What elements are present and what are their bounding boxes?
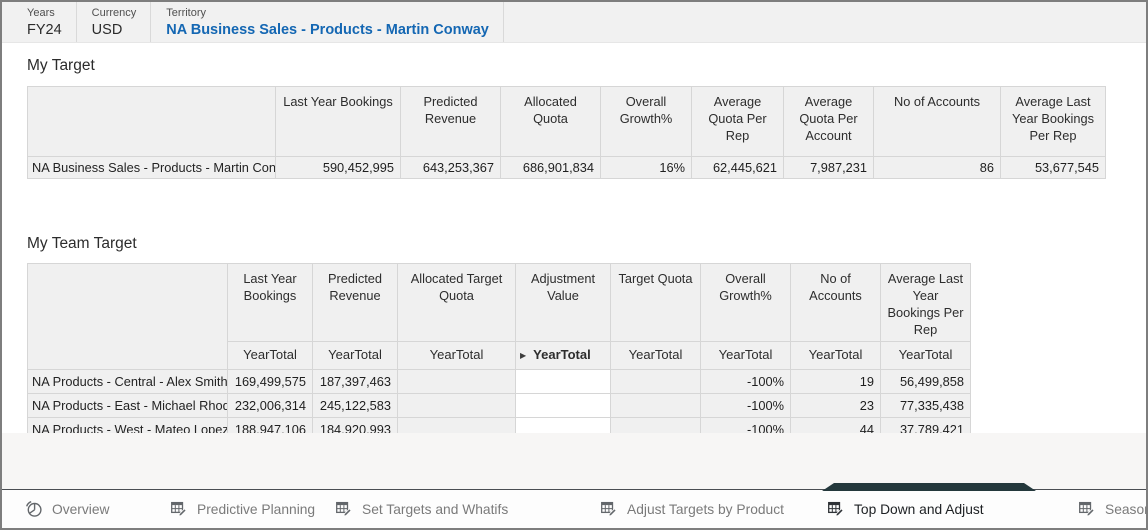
- pov-territory-label: Territory: [166, 6, 207, 19]
- column-header: Overall Growth%: [700, 263, 791, 342]
- cell: 245,122,583: [312, 392, 398, 418]
- table-row: NA Products - Central - Alex Smith 169,4…: [27, 368, 971, 394]
- column-header: Overall Growth%: [600, 86, 692, 157]
- cell: [397, 368, 516, 394]
- cell: 62,445,621: [691, 156, 784, 179]
- period-header-adjustment[interactable]: ▶ YearTotal: [515, 340, 611, 370]
- cell: 53,677,545: [1000, 156, 1106, 179]
- column-header: Adjustment Value: [515, 263, 611, 342]
- cell: [610, 368, 701, 394]
- cell: -100%: [700, 392, 791, 418]
- period-header: YearTotal: [312, 340, 398, 370]
- tab-label: Overview: [52, 501, 110, 517]
- tab-seasonality[interactable]: Seasona: [1078, 490, 1146, 528]
- column-header: Average Last Year Bookings Per Rep: [1000, 86, 1106, 157]
- column-header: Last Year Bookings: [227, 263, 313, 342]
- expand-icon[interactable]: ▶: [520, 351, 527, 361]
- row-header[interactable]: NA Business Sales - Products - Martin Co…: [27, 156, 276, 179]
- column-header: Allocated Target Quota: [397, 263, 516, 342]
- content-footer-band: [2, 433, 1146, 489]
- cell: -100%: [700, 368, 791, 394]
- row-header[interactable]: NA Products - Central - Alex Smith: [27, 368, 228, 394]
- pov-bar: Years FY24 Currency USD Territory NA Bus…: [2, 2, 1146, 43]
- cell: 23: [790, 392, 881, 418]
- active-tab-indicator: [822, 483, 1036, 491]
- cell: 16%: [600, 156, 692, 179]
- my-target-title: My Target: [27, 57, 95, 74]
- pov-years-value[interactable]: FY24: [27, 21, 62, 38]
- grid-edit-icon: [1079, 501, 1095, 517]
- cell: 232,006,314: [227, 392, 313, 418]
- cell: 77,335,438: [880, 392, 971, 418]
- pov-territory-value[interactable]: NA Business Sales - Products - Martin Co…: [166, 21, 489, 38]
- table-row: NA Products - East - Michael Rhodes 232,…: [27, 392, 971, 418]
- tab-label: Predictive Planning: [197, 501, 316, 517]
- pov-currency-value[interactable]: USD: [91, 21, 123, 38]
- my-team-target-title: My Team Target: [27, 235, 137, 252]
- period-header: YearTotal: [397, 340, 516, 370]
- cell: 19: [790, 368, 881, 394]
- column-header: Predicted Revenue: [400, 86, 501, 157]
- cell: 643,253,367: [400, 156, 501, 179]
- pov-territory[interactable]: Territory NA Business Sales - Products -…: [151, 2, 504, 42]
- cell: 169,499,575: [227, 368, 313, 394]
- period-header: YearTotal: [700, 340, 791, 370]
- pov-currency-label: Currency: [91, 6, 137, 19]
- column-header: Target Quota: [610, 263, 701, 342]
- pie-chart-icon: [26, 501, 42, 517]
- my-target-table: Last Year Bookings Predicted Revenue All…: [27, 86, 1106, 179]
- column-header: No of Accounts: [790, 263, 881, 342]
- tab-set-targets-and-whatifs[interactable]: Set Targets and Whatifs: [335, 490, 508, 528]
- bottom-tab-bar: Overview Predictive Planning Set Targets…: [2, 489, 1146, 528]
- my-team-target-table: Last Year Bookings Predicted Revenue All…: [27, 263, 971, 442]
- column-header: No of Accounts: [873, 86, 1001, 157]
- cell: 590,452,995: [275, 156, 401, 179]
- grid-edit-icon: [336, 501, 352, 517]
- period-header: YearTotal: [610, 340, 701, 370]
- cell: 86: [873, 156, 1001, 179]
- column-header: Predicted Revenue: [312, 263, 398, 342]
- tab-label: Top Down and Adjust: [854, 501, 984, 517]
- period-header: YearTotal: [790, 340, 881, 370]
- cell: [397, 392, 516, 418]
- cell: 686,901,834: [500, 156, 601, 179]
- column-header: Allocated Quota: [500, 86, 601, 157]
- pov-years[interactable]: Years FY24: [25, 2, 77, 42]
- adjustment-value-input-cell[interactable]: [515, 368, 611, 394]
- grid-edit-icon: [601, 501, 617, 517]
- tab-label: Set Targets and Whatifs: [362, 501, 509, 517]
- corner-cell: [27, 263, 228, 370]
- grid-edit-icon: [828, 501, 844, 517]
- table-row: NA Business Sales - Products - Martin Co…: [27, 156, 1106, 179]
- period-header: YearTotal: [880, 340, 971, 370]
- grid-edit-icon: [171, 501, 187, 517]
- cell: [610, 392, 701, 418]
- tab-top-down-and-adjust[interactable]: Top Down and Adjust: [827, 490, 984, 528]
- tab-label: Adjust Targets by Product: [627, 501, 784, 517]
- cell: 187,397,463: [312, 368, 398, 394]
- pov-currency[interactable]: Currency USD: [77, 2, 152, 42]
- column-header: Average Quota Per Rep: [691, 86, 784, 157]
- column-header: Average Quota Per Account: [783, 86, 874, 157]
- row-header[interactable]: NA Products - East - Michael Rhodes: [27, 392, 228, 418]
- tab-predictive-planning[interactable]: Predictive Planning: [170, 490, 315, 528]
- column-header: Last Year Bookings: [275, 86, 401, 157]
- pov-years-label: Years: [27, 6, 55, 19]
- column-header: Average Last Year Bookings Per Rep: [880, 263, 971, 342]
- tab-overview[interactable]: Overview: [25, 490, 110, 528]
- adjustment-value-input-cell[interactable]: [515, 392, 611, 418]
- cell: 56,499,858: [880, 368, 971, 394]
- tab-adjust-targets-by-product[interactable]: Adjust Targets by Product: [600, 490, 784, 528]
- tab-label: Seasona: [1105, 501, 1146, 517]
- period-header: YearTotal: [227, 340, 313, 370]
- corner-cell: [27, 86, 276, 157]
- cell: 7,987,231: [783, 156, 874, 179]
